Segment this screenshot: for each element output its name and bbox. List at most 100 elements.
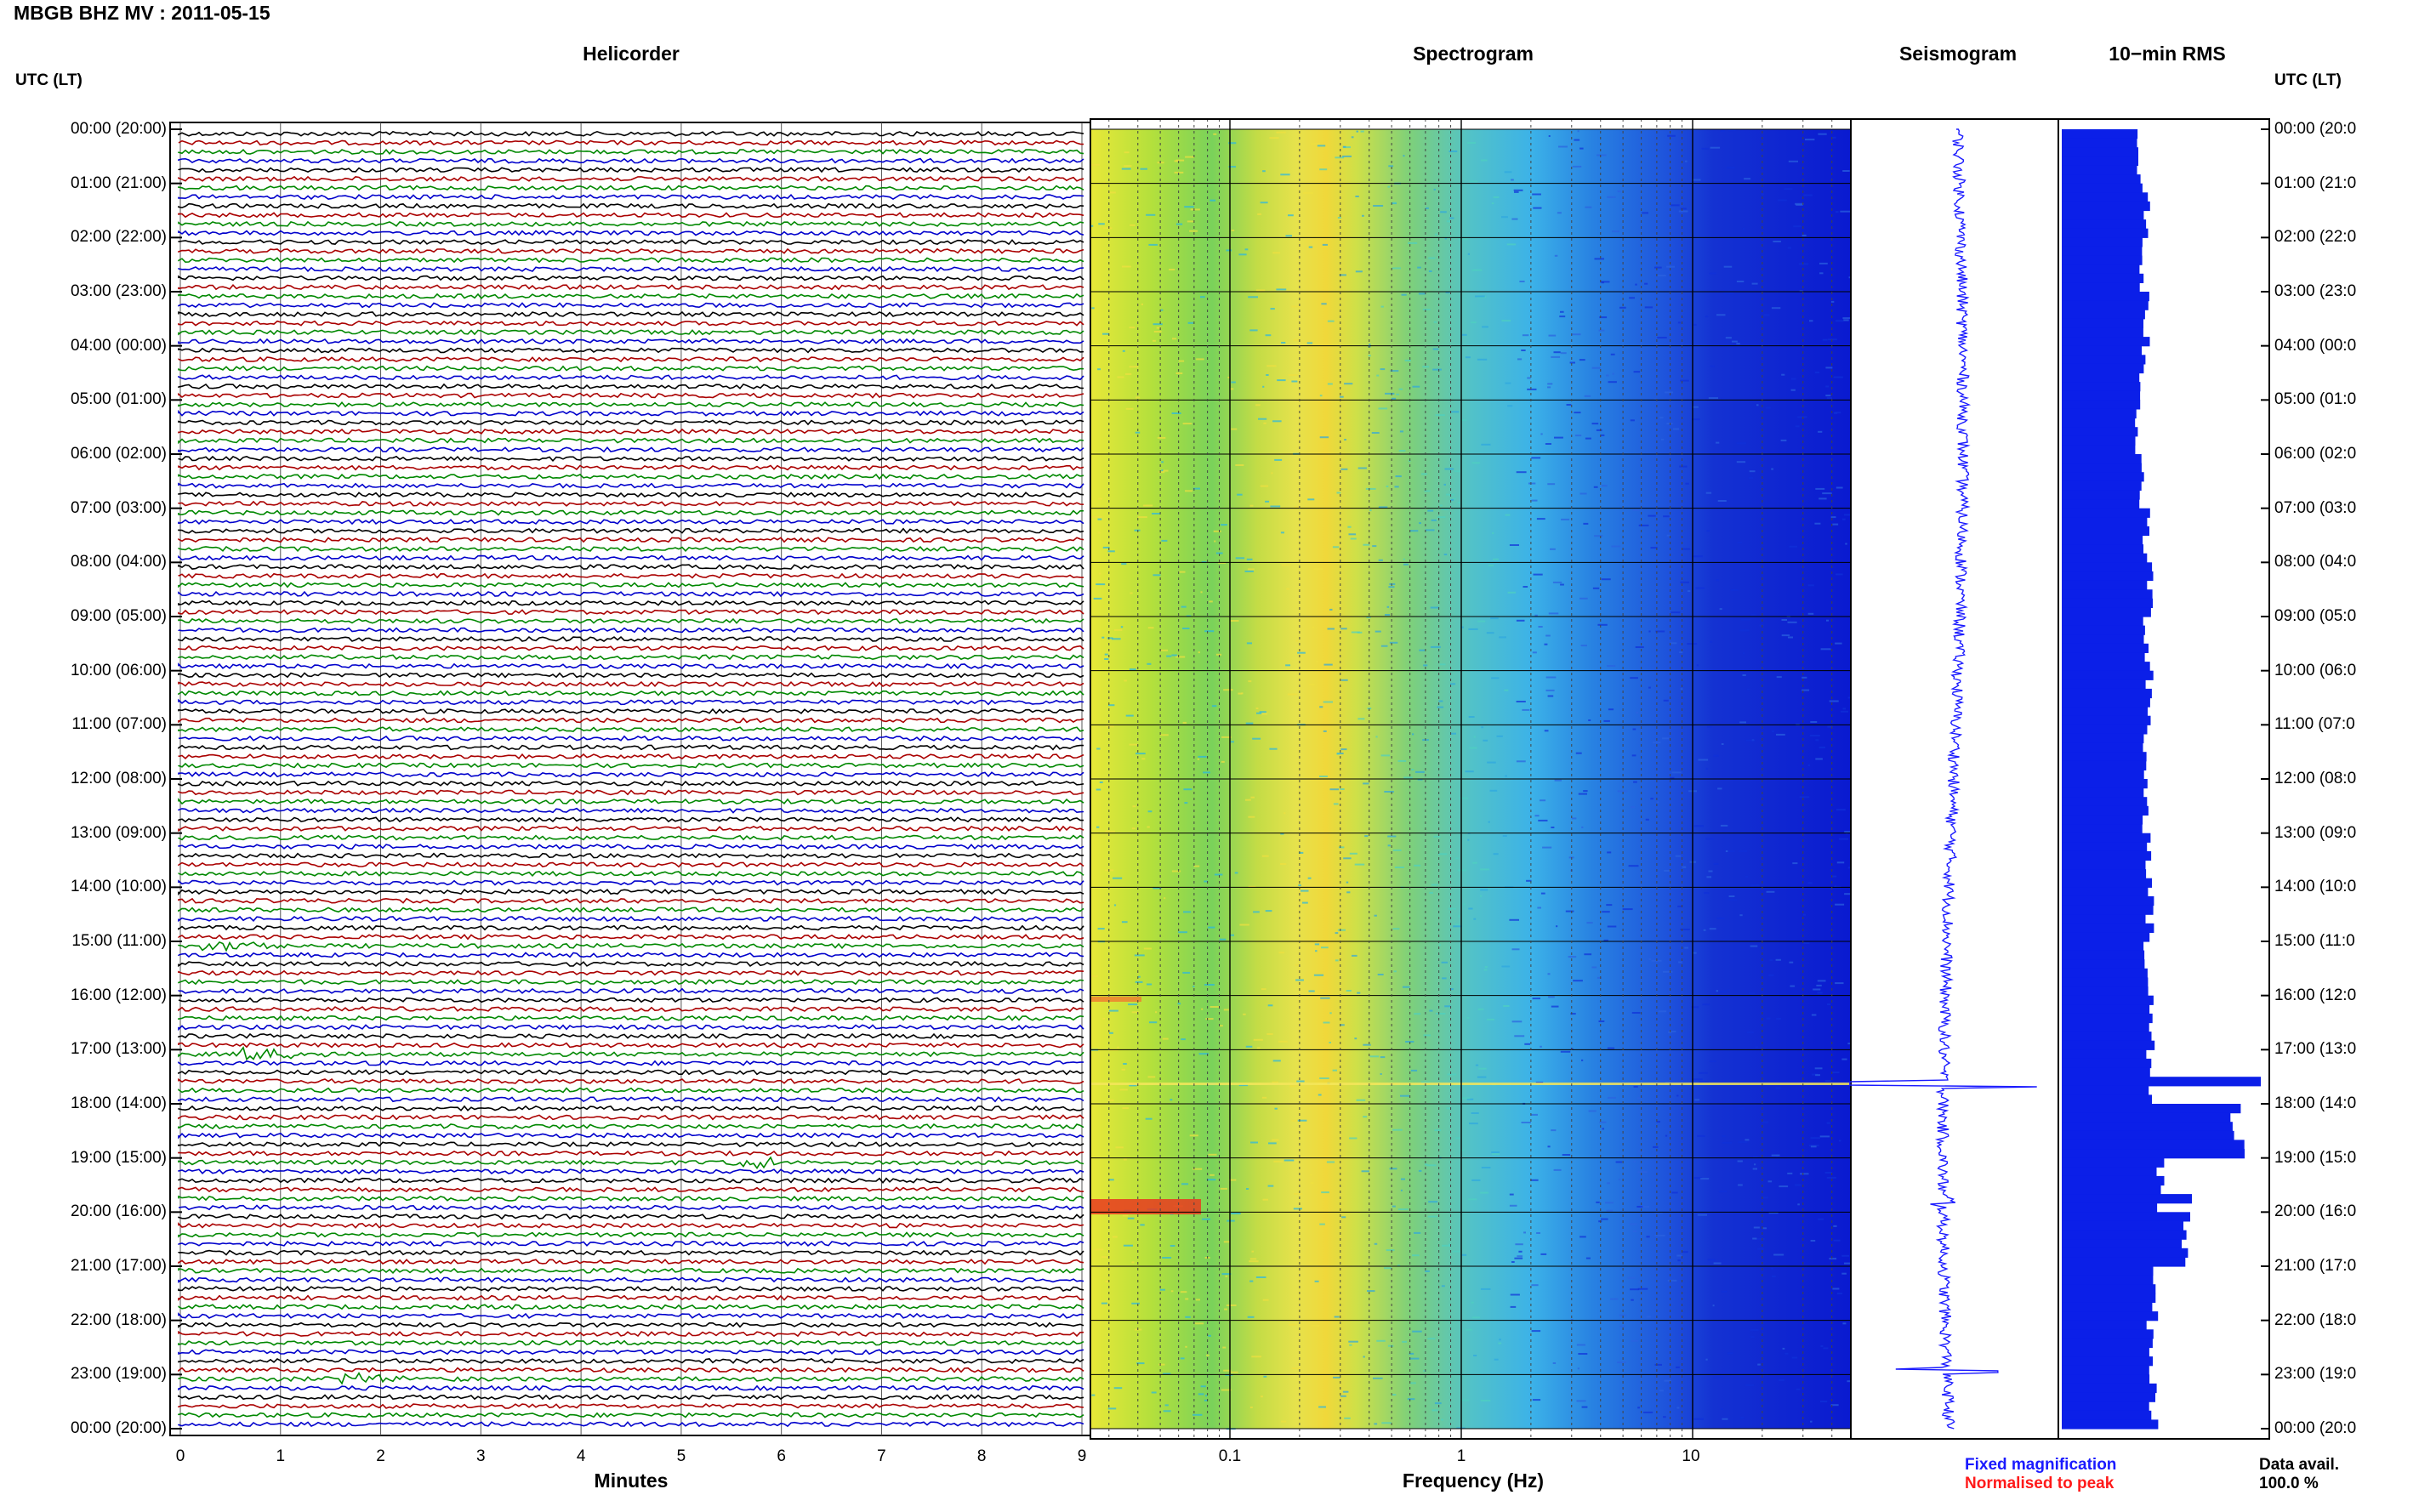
rms-bar <box>2062 174 2141 185</box>
rms-bar <box>2062 1022 2149 1032</box>
helicorder-trace <box>178 627 1084 634</box>
left-time-label: 19:00 (15:00) <box>70 1148 167 1167</box>
helicorder-trace <box>178 1421 1084 1428</box>
rms-bar <box>2062 986 2149 997</box>
rms-bar <box>2062 327 2143 338</box>
rms-bar <box>2062 201 2150 212</box>
left-time-label: 13:00 (09:00) <box>70 823 167 842</box>
rms-bar <box>2062 589 2153 600</box>
rms-bar <box>2062 607 2151 617</box>
rms-bar <box>2062 1032 2152 1042</box>
helicorder-trace <box>178 1150 1084 1157</box>
helicorder-trace <box>178 1285 1084 1293</box>
helicorder-trace <box>178 1069 1084 1076</box>
helicorder-x-tick: 9 <box>1077 1447 1087 1465</box>
rms-bar <box>2062 941 2144 952</box>
right-time-label: 07:00 (03:0 <box>2274 498 2357 517</box>
helicorder-trace <box>178 1077 1084 1084</box>
helicorder-trace <box>178 617 1084 624</box>
helicorder-trace <box>178 1114 1084 1121</box>
right-axis-header: UTC (LT) <box>2274 71 2342 89</box>
rms-bar <box>2062 363 2144 374</box>
rms-bar <box>2062 1365 2149 1375</box>
rms-bar <box>2062 1194 2192 1204</box>
right-time-label: 06:00 (02:0 <box>2274 445 2357 463</box>
helicorder-trace <box>178 446 1084 453</box>
rms-bar <box>2062 454 2142 464</box>
helicorder-trace <box>178 1204 1084 1211</box>
helicorder-trace <box>178 311 1084 317</box>
helicorder-trace <box>178 744 1084 751</box>
rms-bar <box>2062 662 2150 672</box>
rms-bar <box>2062 228 2149 238</box>
rms-bar <box>2062 652 2145 662</box>
helicorder-trace <box>178 527 1084 534</box>
rms-bar <box>2062 300 2149 310</box>
left-time-label: 20:00 (16:00) <box>70 1202 167 1221</box>
rms-bar <box>2062 625 2145 635</box>
rms-bar <box>2062 408 2137 419</box>
rms-bar <box>2062 382 2141 392</box>
rms-bar <box>2062 273 2144 283</box>
right-time-label: 01:00 (21:0 <box>2274 173 2357 192</box>
rms-bar <box>2062 372 2140 383</box>
rms-bar <box>2062 156 2138 166</box>
helicorder-trace <box>178 1367 1084 1373</box>
left-time-label: 02:00 (22:00) <box>70 228 167 247</box>
rms-bar <box>2062 210 2144 220</box>
rms-bar <box>2062 1157 2165 1168</box>
helicorder-trace <box>178 1267 1084 1274</box>
rms-bar <box>2062 1094 2152 1105</box>
helicorder-trace <box>178 1358 1084 1364</box>
rms-bar <box>2062 1392 2155 1402</box>
helicorder-trace <box>178 1231 1084 1238</box>
rms-bar <box>2062 1149 2245 1159</box>
helicorder-trace <box>178 870 1084 877</box>
helicorder-trace <box>178 257 1084 264</box>
rms-bar <box>2062 779 2148 789</box>
rms-bar <box>2062 950 2145 960</box>
rms-bar <box>2062 400 2141 410</box>
legend-normalised-to-peak: Normalised to peak <box>1965 1475 2114 1492</box>
helicorder-trace <box>178 762 1084 769</box>
helicorder-x-tick: 8 <box>976 1447 987 1465</box>
helicorder-trace <box>178 961 1084 968</box>
rms-bar <box>2062 1212 2190 1222</box>
right-time-label: 05:00 (01:0 <box>2274 390 2357 409</box>
rms-bar <box>2062 463 2142 473</box>
rms-bar <box>2062 264 2140 275</box>
left-time-label: 16:00 (12:00) <box>70 986 167 1004</box>
rms-bar <box>2062 129 2138 139</box>
helicorder-trace <box>178 1222 1084 1229</box>
helicorder-trace <box>178 698 1084 706</box>
helicorder-trace <box>178 934 1084 941</box>
helicorder-trace <box>178 636 1084 643</box>
rms-bar <box>2062 1338 2153 1349</box>
helicorder-trace <box>178 383 1084 389</box>
helicorder-trace <box>178 356 1084 363</box>
left-time-label: 00:00 (20:00) <box>70 1419 167 1437</box>
rms-bar <box>2062 255 2143 265</box>
helicorder-trace <box>178 572 1084 579</box>
rms-bar <box>2062 1104 2241 1114</box>
rms-bar <box>2062 895 2154 907</box>
helicorder-trace <box>178 545 1084 552</box>
rms-bar <box>2062 869 2147 879</box>
helicorder-trace <box>178 1214 1084 1220</box>
helicorder-trace <box>178 428 1084 435</box>
right-time-label: 08:00 (04:0 <box>2274 553 2357 571</box>
rms-bar <box>2062 1185 2161 1195</box>
rms-bar <box>2062 1167 2157 1177</box>
helicorder-trace <box>178 130 1084 137</box>
left-time-label: 10:00 (06:00) <box>70 661 167 679</box>
rms-bar <box>2062 1410 2152 1420</box>
helicorder-trace <box>178 537 1084 543</box>
left-time-label: 12:00 (08:00) <box>70 770 167 787</box>
right-time-label: 19:00 (15:0 <box>2274 1148 2357 1167</box>
helicorder-trace <box>178 941 1084 952</box>
right-time-label: 13:00 (09:0 <box>2274 823 2357 842</box>
helicorder-trace <box>178 717 1084 724</box>
helicorder-trace <box>178 1087 1084 1094</box>
helicorder-trace <box>178 401 1084 408</box>
